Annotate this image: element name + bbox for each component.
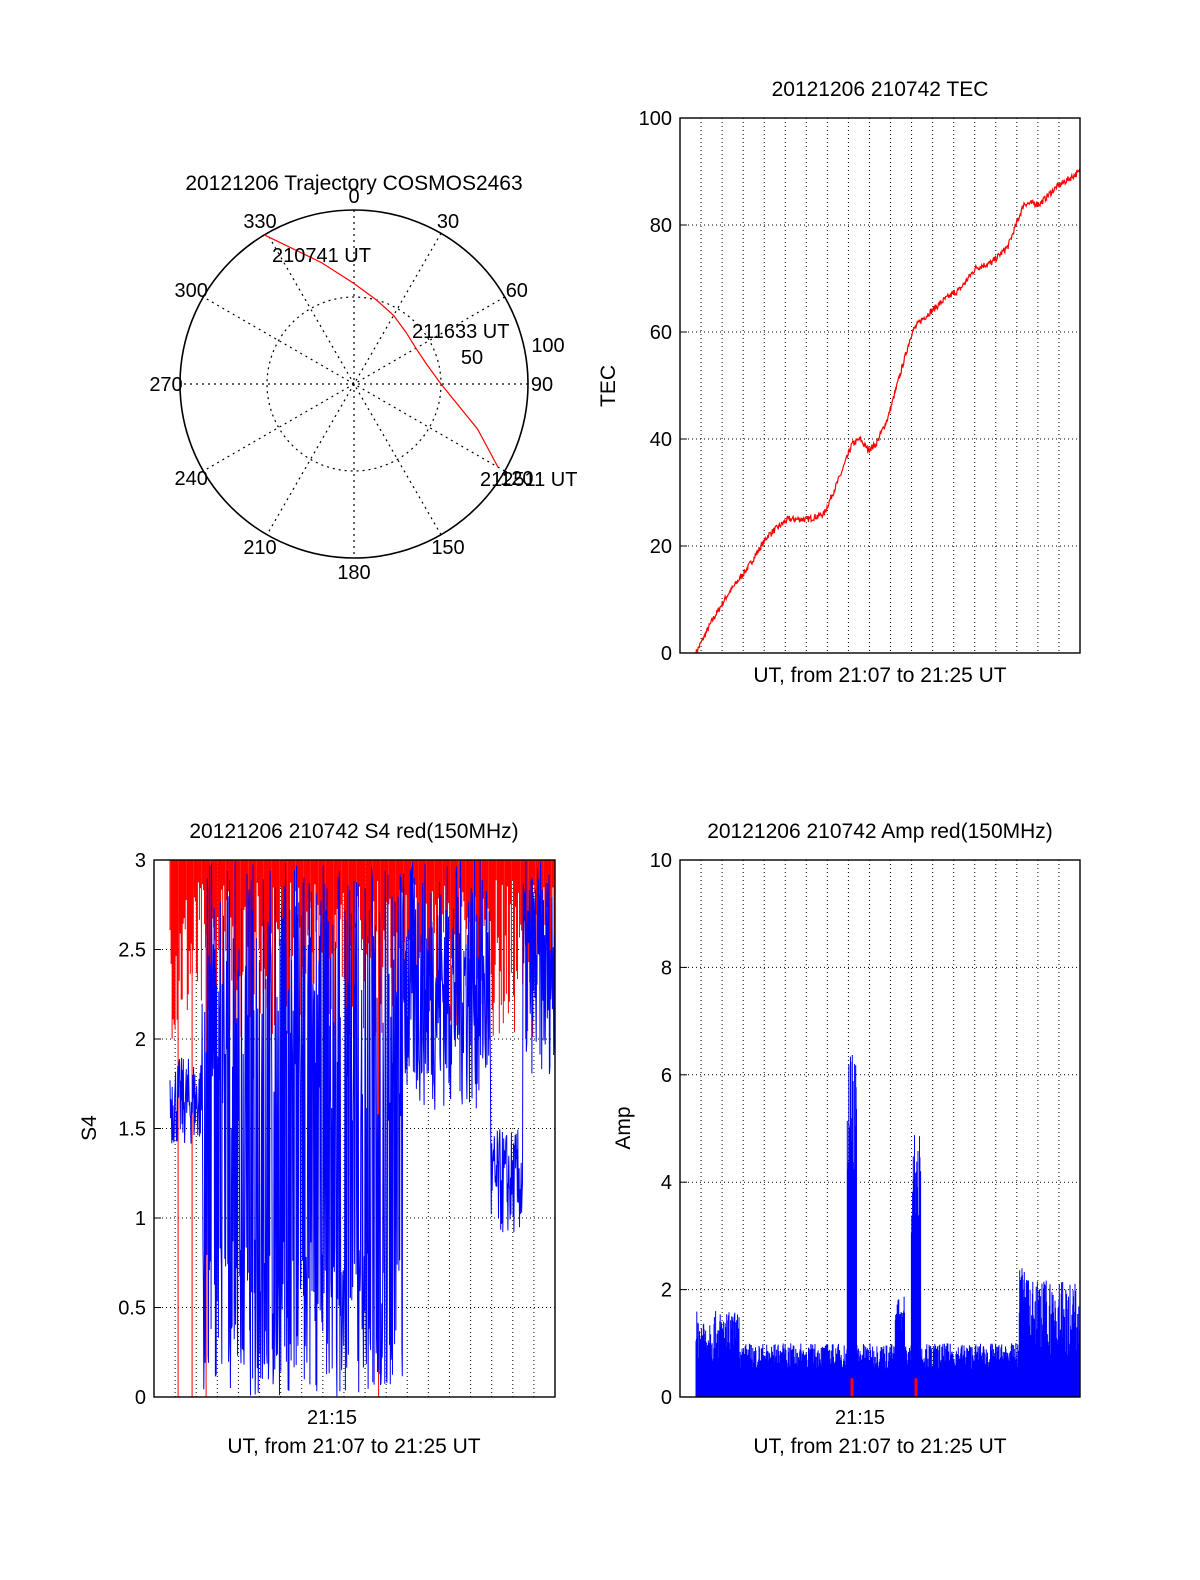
y-tick-label: 8: [661, 957, 672, 979]
angle-label-150: 150: [431, 537, 464, 559]
tec-chart: 20121206 210742 TEC 0 20 40 60 80 100 TEC UT,…: [597, 78, 1081, 687]
polar-spoke: [266, 233, 442, 535]
mid-time-annotation: 211633 UT: [412, 321, 509, 343]
y-tick-label: 60: [650, 322, 672, 344]
y-tick-label: 2.5: [118, 940, 146, 962]
y-tick-label: 3: [135, 850, 146, 872]
y-tick-label: 1: [135, 1208, 146, 1230]
amp-red-series: [850, 1378, 918, 1397]
y-tick-label: 4: [661, 1172, 672, 1194]
angle-label-0: 0: [348, 186, 359, 208]
y-tick-label: 6: [661, 1065, 672, 1087]
angle-label-270: 270: [149, 374, 182, 396]
y-tick-label: 100: [639, 108, 672, 130]
s4-x-tick-label: 21:15: [307, 1407, 357, 1429]
y-tick-label: 0: [661, 643, 672, 665]
amp-x-tick-label: 21:15: [835, 1407, 885, 1429]
angle-label-240: 240: [174, 468, 207, 490]
tec-y-axis-label: TEC: [597, 365, 620, 407]
s4-blue-trace: [169, 860, 555, 1397]
amp-blue-series: [695, 1055, 1080, 1397]
angle-label-60: 60: [506, 280, 528, 302]
y-tick-label: 2: [135, 1029, 146, 1051]
radius-label-100: 100: [531, 335, 564, 357]
s4-x-axis-label: UT, from 21:07 to 21:25 UT: [227, 1435, 480, 1458]
s4-title: 20121206 210742 S4 red(150MHz): [189, 820, 518, 843]
angle-label-90: 90: [531, 374, 553, 396]
angle-label-180: 180: [337, 562, 370, 584]
angle-label-120: 120: [500, 468, 533, 490]
y-tick-label: 0: [135, 1387, 146, 1409]
tec-plot-frame: [679, 117, 1081, 654]
y-tick-label: 0.5: [118, 1298, 146, 1320]
s4-y-tick-labels: 0 0.5 1 1.5 2 2.5 3: [118, 850, 146, 1409]
y-tick-label: 80: [650, 215, 672, 237]
y-tick-label: 2: [661, 1280, 672, 1302]
polar-grid: [180, 210, 528, 558]
amp-chart: 20121206 210742 Amp red(150MHz) 0246810 …: [612, 820, 1081, 1458]
s4-y-axis-label: S4: [78, 1115, 101, 1141]
y-tick-label: 10: [650, 850, 672, 872]
angle-label-330: 330: [243, 211, 276, 233]
tec-x-axis-label: UT, from 21:07 to 21:25 UT: [753, 664, 1006, 687]
polar-title: 20121206 Trajectory COSMOS2463: [185, 172, 522, 195]
polar-angle-labels: 0 30 60 90 120 150 180 210 240 270 300 330: [149, 186, 553, 584]
tec-series-line: [695, 167, 1081, 654]
angle-label-30: 30: [437, 211, 459, 233]
angle-label-300: 300: [174, 280, 207, 302]
amp-gridlines: [680, 859, 1080, 1398]
y-tick-label: 0: [661, 1387, 672, 1409]
end-time-annotation: 212511 UT: [480, 469, 577, 491]
amp-blue-trace: [695, 1055, 1080, 1397]
polar-trajectory-chart: 20121206 Trajectory COSMOS2463 0 30 60 90 12…: [149, 172, 577, 584]
amp-plot-frame: [679, 859, 1081, 1398]
amp-title: 20121206 210742 Amp red(150MHz): [707, 820, 1053, 843]
y-tick-label: 20: [650, 536, 672, 558]
amp-y-axis-label: Amp: [612, 1106, 635, 1149]
s4-plot-frame: [153, 859, 556, 1398]
tec-y-tick-labels: 0 20 40 60 80 100: [639, 108, 672, 665]
amp-x-axis-label: UT, from 21:07 to 21:25 UT: [753, 1435, 1006, 1458]
y-tick-label: 1.5: [118, 1119, 146, 1141]
radius-label-50: 50: [461, 347, 483, 369]
tec-title: 20121206 210742 TEC: [772, 78, 989, 101]
y-tick-label: 40: [650, 429, 672, 451]
s4-blue-series: [169, 860, 555, 1397]
tec-gridlines: [680, 117, 1080, 654]
polar-outer-circle: [179, 209, 529, 559]
amp-red-trace: [850, 1378, 918, 1397]
s4-chart: 20121206 210742 S4 red(150MHz) 0 0.5 1 1.5 2…: [78, 820, 556, 1458]
amp-y-tick-labels: 0 2 4 6 8 10: [650, 850, 672, 1409]
angle-label-210: 210: [243, 537, 276, 559]
start-time-annotation: 210741 UT: [272, 245, 371, 267]
satellite-trajectory: [264, 234, 499, 468]
